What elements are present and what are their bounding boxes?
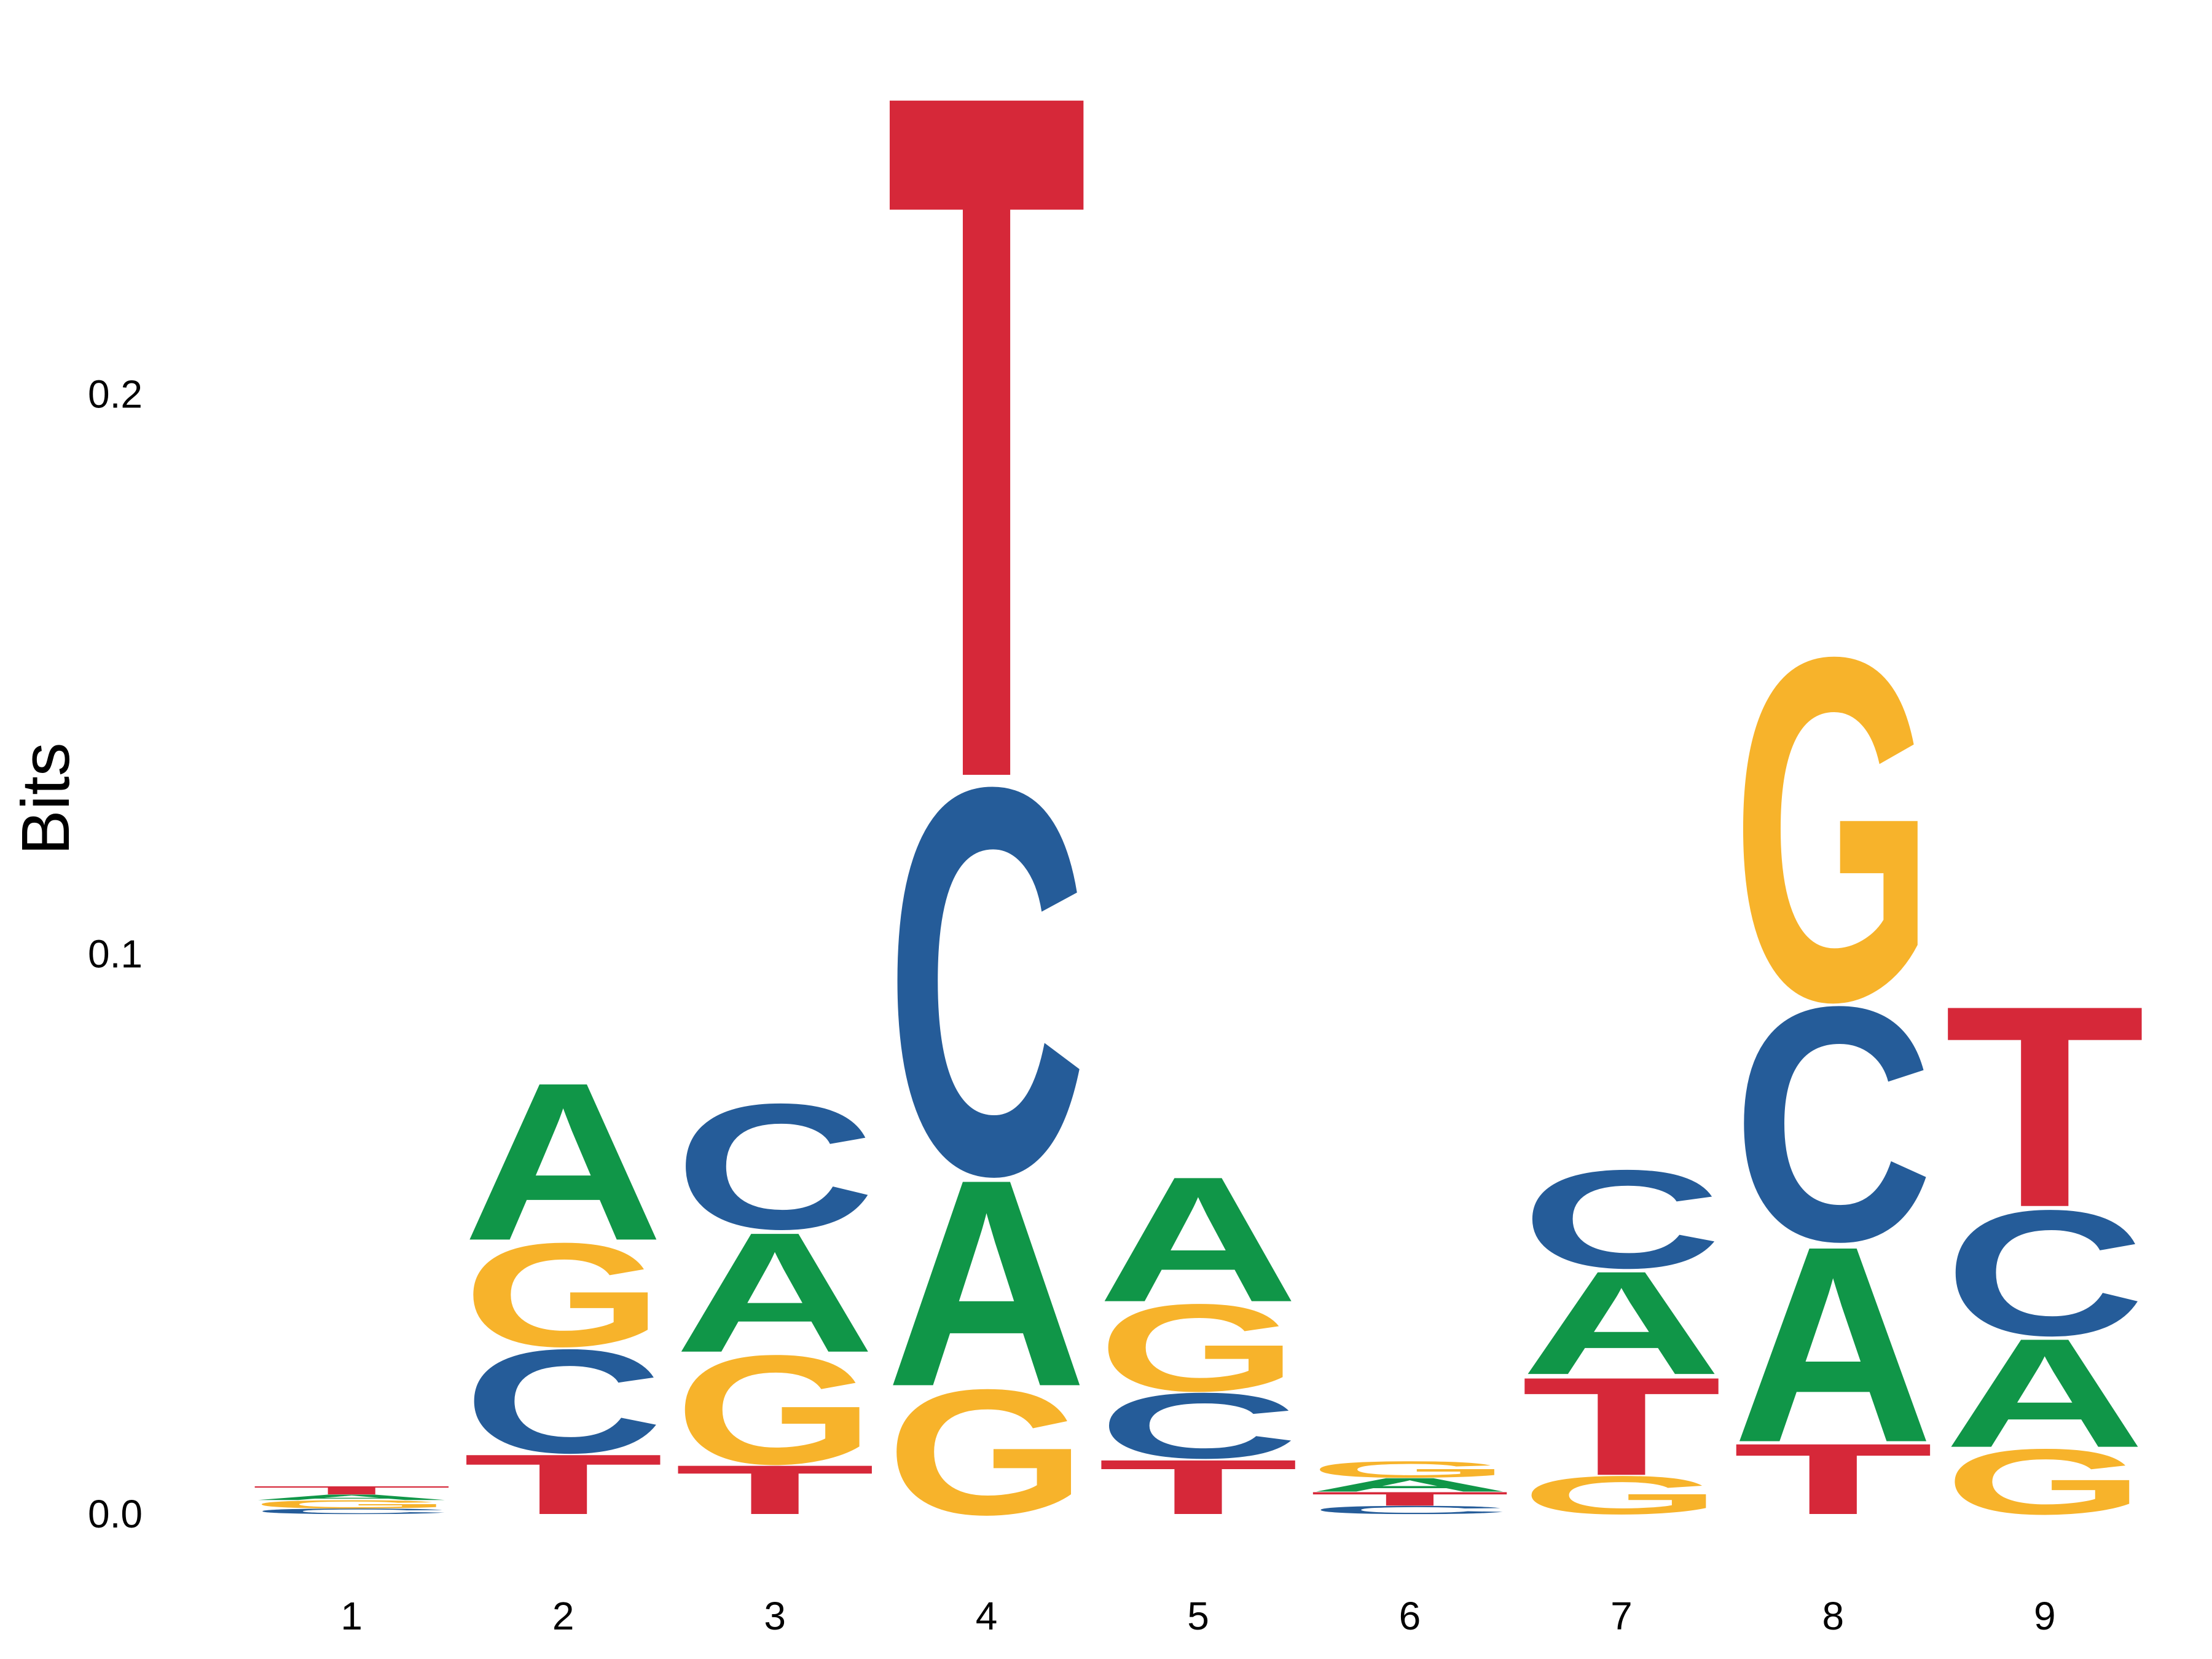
logo-letter-C-pos-9: C — [1944, 1173, 2145, 1373]
logo-letter-C-pos-2: C — [463, 1319, 664, 1484]
logo-letter-G-pos-4: G — [886, 1352, 1087, 1552]
x-axis: 1 2 3 4 5 6 7 8 9 — [340, 1594, 2055, 1638]
logo-letter-C-pos-8: C — [1733, 938, 1934, 1311]
logo-letter-G-pos-3: G — [675, 1323, 876, 1497]
logo-letter-G-pos-5: G — [1097, 1278, 1298, 1417]
y-axis-title: Bits — [8, 742, 84, 855]
logo-letter-A-pos-3: A — [675, 1197, 876, 1388]
logo-letter-T-pos-1: T — [251, 1484, 452, 1497]
logo-letter-T-pos-3: T — [675, 1451, 876, 1529]
x-tick-label: 8 — [1822, 1594, 1845, 1638]
logo-letter-G-pos-8: G — [1733, 556, 1934, 1104]
logo-letter-A-pos-4: A — [886, 1118, 1087, 1448]
x-tick-label: 2 — [552, 1594, 575, 1638]
y-tick-label: 0.0 — [88, 1492, 143, 1536]
logo-letter-G-pos-6: G — [1309, 1457, 1510, 1483]
logo-letter-C-pos-3: C — [675, 1066, 876, 1266]
logo-letter-C-pos-4: C — [886, 673, 1087, 1290]
logo-letter-T-pos-9: T — [1944, 946, 2145, 1267]
logo-letter-G-pos-1: G — [251, 1498, 452, 1511]
y-tick-label: 0.1 — [88, 932, 143, 976]
logo-letter-T-pos-7: T — [1521, 1348, 1722, 1505]
logo-letter-A-pos-6: A — [1309, 1474, 1510, 1496]
logo-letter-G-pos-7: G — [1521, 1465, 1722, 1526]
logo-letter-T-pos-2: T — [463, 1437, 664, 1532]
logo-letter-A-pos-9: A — [1944, 1306, 2145, 1480]
x-tick-label: 3 — [764, 1594, 786, 1638]
y-tick-label: 0.2 — [88, 372, 143, 416]
logo-letter-C-pos-7: C — [1521, 1141, 1722, 1298]
logo-letter-A-pos-1: A — [251, 1493, 452, 1502]
logo-letter-A-pos-5: A — [1097, 1139, 1298, 1339]
x-tick-label: 4 — [976, 1594, 998, 1638]
x-tick-label: 7 — [1610, 1594, 1633, 1638]
logo-letter-T-pos-6: T — [1309, 1488, 1510, 1510]
logo-letter-T-pos-4: T — [886, 0, 1087, 983]
logo-letter-A-pos-7: A — [1521, 1241, 1722, 1406]
logo-letter-C-pos-5: C — [1097, 1373, 1298, 1478]
x-tick-label: 9 — [2034, 1594, 2056, 1638]
x-tick-label: 5 — [1187, 1594, 1209, 1638]
logo-letter-T-pos-5: T — [1097, 1444, 1298, 1531]
y-axis: 0.0 0.1 0.2 — [88, 372, 143, 1536]
logo-letter-G-pos-2: G — [463, 1212, 664, 1378]
logo-letter-A-pos-2: A — [463, 1036, 664, 1288]
logo-letter-C-pos-1: C — [251, 1507, 452, 1516]
x-tick-label: 1 — [340, 1594, 363, 1638]
logo-letter-C-pos-6: C — [1309, 1504, 1510, 1516]
x-tick-label: 6 — [1399, 1594, 1421, 1638]
logo-letter-A-pos-8: A — [1733, 1188, 1934, 1500]
logo-letter-T-pos-8: T — [1733, 1422, 1934, 1535]
logo-letter-G-pos-9: G — [1944, 1430, 2145, 1534]
